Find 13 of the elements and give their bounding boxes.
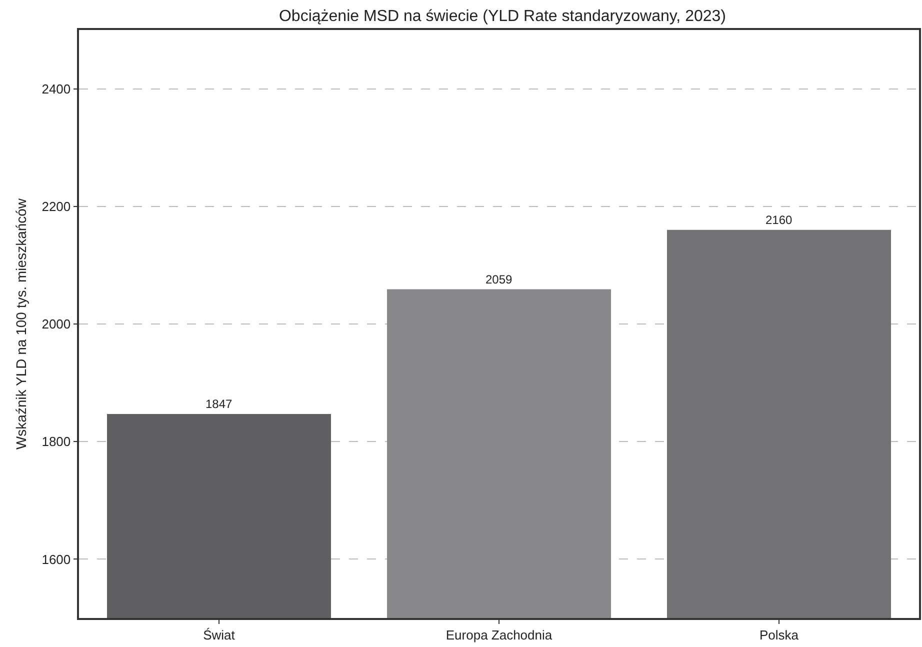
x-tick-label: Polska: [759, 627, 800, 642]
chart-title: Obciążenie MSD na świecie (YLD Rate standaryzowany, 2023): [278, 8, 726, 25]
x-tick-label: Europa Zachodnia: [446, 627, 553, 642]
data-label: 2059: [485, 272, 513, 286]
y-tick-label: 1600: [42, 552, 71, 567]
y-tick-label: 1800: [42, 434, 71, 450]
data-label: 2160: [765, 212, 793, 227]
x-tick-label: Świat: [203, 627, 236, 642]
y-tick-label: 2400: [42, 81, 71, 96]
y-tick-label: 2200: [42, 198, 71, 214]
data-label: 1847: [205, 396, 233, 411]
y-axis-title: Wskaźnik YLD na 100 tys. mieszkańców: [12, 198, 29, 450]
y-tick-label: 2000: [42, 316, 71, 332]
